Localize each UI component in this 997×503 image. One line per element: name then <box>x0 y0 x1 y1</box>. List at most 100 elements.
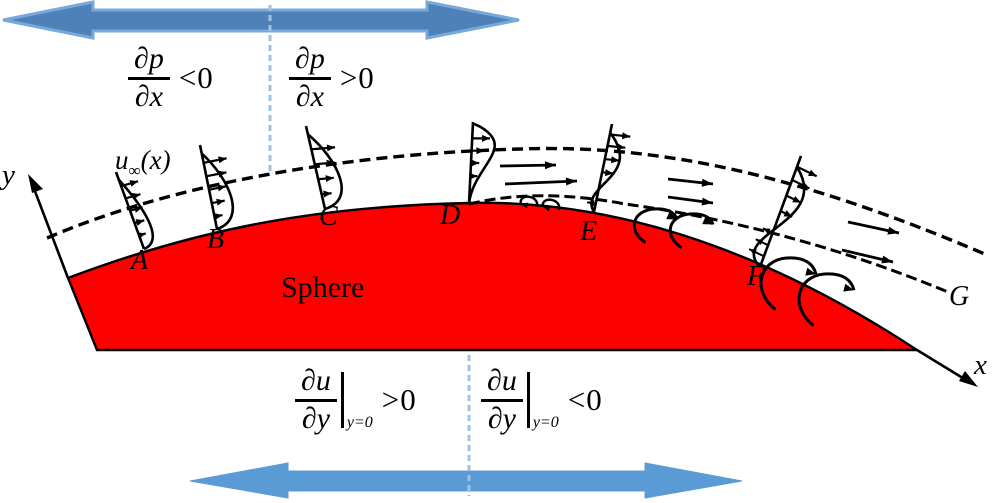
evaluation-bar <box>340 372 344 429</box>
sphere-shape <box>66 201 922 352</box>
y-axis-line <box>31 185 70 279</box>
wall-shear-arrow-bottom <box>189 462 743 499</box>
reverse-flow-arrow-head <box>587 200 595 207</box>
recirculation-arrow-head <box>666 211 677 220</box>
fraction: ∂u ∂y <box>295 365 337 435</box>
denominator: ∂x <box>134 79 163 113</box>
denominator: ∂y <box>301 401 330 435</box>
numerator: ∂p <box>289 43 331 80</box>
velocity-arrow-head <box>129 180 139 187</box>
velocity-arrow-head <box>217 170 227 178</box>
point-label-d: D <box>440 200 461 231</box>
profile-axis <box>592 123 614 213</box>
velocity-arrow-head <box>611 156 620 164</box>
point-label-b: B <box>207 224 225 255</box>
point-label-c: C <box>319 201 338 232</box>
u-symbol: u <box>115 145 129 175</box>
velocity-arrow-head <box>323 190 332 198</box>
wall-shear-positive-label: ∂u ∂y y=0 >0 <box>295 365 417 435</box>
reverse-flow-arrow-head <box>755 239 764 245</box>
wall-shear-negative-label: ∂u ∂y y=0 <0 <box>481 365 603 435</box>
relation: <0 <box>178 60 214 96</box>
reverse-flow-arrow-head <box>763 228 771 235</box>
point-label-g: G <box>949 281 970 312</box>
recirculation-arrow-head <box>520 202 529 209</box>
velocity-arrow-head <box>216 198 225 206</box>
velocity-arrow-head <box>469 172 478 180</box>
point-label-e: E <box>580 216 598 247</box>
recirculation-arrow <box>759 256 818 311</box>
flow-arrow-head <box>701 178 713 187</box>
velocity-arrow-head <box>137 232 146 240</box>
flow-arrow-head <box>565 177 577 186</box>
pressure-gradient-negative-label: ∂p ∂x <0 <box>128 43 214 113</box>
velocity-arrow-head <box>808 169 817 177</box>
sphere-body-label: Sphere <box>281 271 365 304</box>
profile-curve <box>307 133 343 211</box>
infinity-subscript: ∞ <box>128 161 141 180</box>
denominator: ∂y <box>487 401 516 435</box>
evaluation-condition: y=0 <box>532 414 559 432</box>
velocity-arrow-head <box>218 156 227 164</box>
pressure-gradient-positive-label: ∂p ∂x >0 <box>289 43 375 113</box>
fraction: ∂u ∂y <box>481 365 523 435</box>
numerator: ∂u <box>481 365 523 402</box>
velocity-arrow-head <box>604 169 614 177</box>
velocity-arrow-head <box>616 143 626 151</box>
recirculation-arrow <box>519 195 539 208</box>
velocity-arrow-head <box>476 147 485 155</box>
velocity-arrow-head <box>131 193 141 200</box>
relation: >0 <box>381 382 417 418</box>
u-argument: (x) <box>140 145 171 175</box>
denominator: ∂x <box>295 79 324 113</box>
reverse-flow-arrow-head <box>749 249 757 255</box>
profile-axis <box>198 144 219 230</box>
velocity-arrow-head <box>217 184 226 192</box>
profile-curve <box>467 122 496 205</box>
flow-arrow-head <box>544 161 556 170</box>
y-axis-arrowhead <box>28 174 43 193</box>
fraction: ∂p ∂x <box>128 43 170 113</box>
relation: >0 <box>339 60 375 96</box>
numerator: ∂u <box>295 365 337 402</box>
recirculation-arrow-head <box>702 216 713 225</box>
recirculation-arrow <box>797 272 856 327</box>
recirculation-arrow <box>632 207 679 244</box>
recirculation-arrow-head <box>542 205 551 212</box>
evaluation-condition: y=0 <box>346 414 373 432</box>
flow-arrow-head <box>887 226 899 235</box>
recirculation-arrow <box>541 198 561 211</box>
y-axis-label: y <box>2 159 15 191</box>
x-axis-label: x <box>974 349 987 381</box>
flow-arrow-head <box>881 255 893 264</box>
boundary-layer-edge-line <box>46 146 988 257</box>
velocity-arrow-head <box>783 210 793 217</box>
evaluation-bar <box>526 372 530 429</box>
velocity-arrow-head <box>326 159 335 167</box>
numerator: ∂p <box>128 43 170 80</box>
free-stream-velocity-label: u∞(x) <box>115 145 171 180</box>
pressure-gradient-arrow-top <box>2 0 520 40</box>
recirculation-arrow-head <box>843 283 854 292</box>
flow-arrow-head <box>701 197 713 206</box>
velocity-arrow-head <box>326 144 336 152</box>
velocity-arrow-head <box>482 134 490 142</box>
relation: <0 <box>567 382 603 418</box>
flow-arrow <box>504 179 578 186</box>
velocity-arrow-head <box>214 213 223 220</box>
velocity-arrow-head <box>471 159 480 167</box>
velocity-arrow-head <box>133 206 143 213</box>
profile-axis <box>304 125 327 210</box>
point-label-a: A <box>131 245 149 276</box>
fraction: ∂p ∂x <box>289 43 331 113</box>
velocity-arrow-head <box>622 132 631 140</box>
velocity-arrow-head <box>800 181 810 189</box>
profile-axis <box>467 121 475 205</box>
velocity-arrow-head <box>325 175 334 182</box>
velocity-arrow-head <box>792 196 801 203</box>
velocity-arrow-head <box>135 219 145 226</box>
point-label-f: F <box>747 261 765 292</box>
x-axis-arrowhead <box>959 371 978 387</box>
